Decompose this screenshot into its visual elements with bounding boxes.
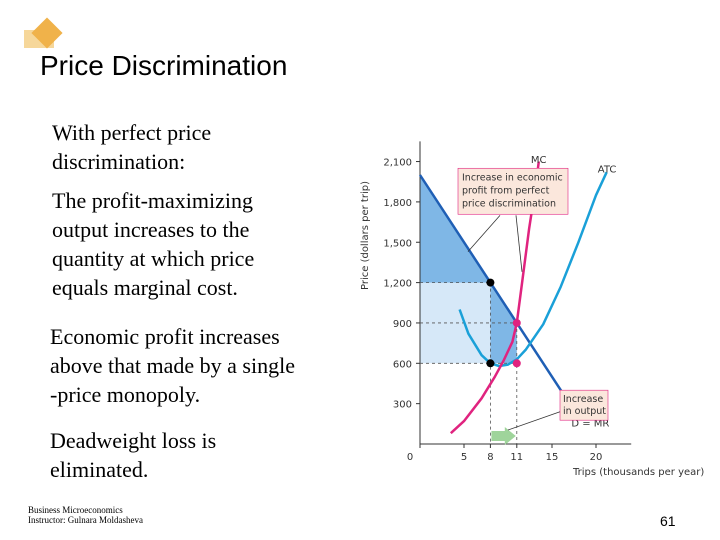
annotation-box-output	[559, 389, 609, 421]
x-tick-label: 8	[487, 452, 493, 463]
footer-credit: Business Microeconomics Instructor: Guln…	[28, 505, 143, 525]
equilibrium-point	[486, 278, 495, 287]
y-tick-label: 1,200	[383, 279, 412, 290]
mc-label: MC	[531, 155, 547, 166]
equilibrium-point	[486, 359, 495, 368]
output-arrow-shaft	[491, 431, 506, 441]
annotation-leader-profit-2	[515, 215, 523, 272]
equilibrium-point	[512, 359, 521, 368]
demand-curve	[418, 174, 580, 418]
annotation-output-line: in output	[563, 406, 606, 417]
y-tick-label: 2,100	[383, 158, 412, 169]
y-tick-label: 900	[393, 319, 412, 330]
y-tick-label: 1,800	[383, 198, 412, 209]
x-axis-label: Trips (thousands per year)	[572, 467, 704, 478]
annotation-profit-line: Increase in economic	[462, 172, 563, 183]
x-tick-label: 20	[590, 452, 603, 463]
annotation-leader-profit	[467, 215, 501, 252]
annotation-box-profit	[457, 167, 569, 215]
y-tick-label: 600	[393, 359, 412, 370]
page-number: 61	[660, 513, 676, 529]
atc-label: ATC	[598, 164, 617, 175]
demand-label: D = MR	[571, 419, 609, 430]
annotation-leader-output	[507, 411, 561, 431]
annotation-profit-line: price discrimination	[462, 198, 556, 209]
paragraph-output-increase: The profit-maximizing output increases t…	[52, 188, 255, 300]
x-tick-label: 15	[546, 452, 559, 463]
output-arrow-head	[504, 427, 516, 445]
x-tick-label: 11	[510, 452, 523, 463]
added-profit-area-lower	[490, 282, 517, 364]
y-tick-label: 1,500	[383, 238, 412, 249]
slide-title: Price Discrimination	[40, 50, 288, 81]
annotation-output-line: Increase	[563, 394, 603, 405]
equilibrium-point	[512, 318, 521, 327]
paragraph-perfect-discrimination: With perfect price discrimination:	[52, 120, 212, 174]
annotation-profit-line: profit from perfect	[462, 185, 550, 196]
mc-curve	[449, 161, 541, 435]
x-tick-label: 5	[461, 452, 467, 463]
paragraph-deadweight-loss: Deadweight loss is eliminated.	[50, 428, 217, 482]
y-tick-label: 300	[393, 400, 412, 411]
x-tick-label: 0	[407, 452, 413, 463]
y-axis-label: Price (dollars per trip)	[360, 181, 371, 290]
paragraph-profit-increase: Economic profit increases above that mad…	[50, 324, 295, 407]
